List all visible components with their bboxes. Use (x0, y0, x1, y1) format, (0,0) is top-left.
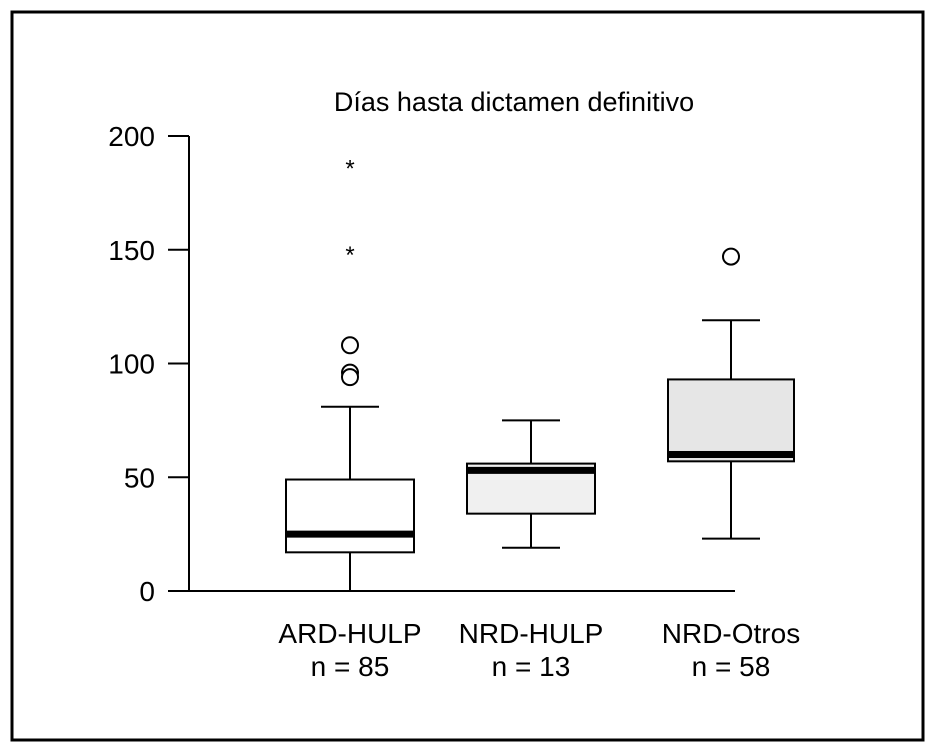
extreme-point: * (345, 242, 354, 269)
y-tick-label: 100 (108, 349, 155, 380)
category-n-label: n = 85 (311, 651, 390, 682)
y-tick-label: 200 (108, 121, 155, 152)
chart-title: Días hasta dictamen definitivo (334, 87, 694, 117)
frame-border (10, 10, 925, 742)
y-tick-label: 50 (124, 462, 155, 493)
y-axis: 0 50 100 150 200 (108, 121, 735, 607)
category-label: NRD-Otros (662, 618, 800, 649)
category-n-label: n = 58 (692, 651, 771, 682)
extreme-point: * (345, 155, 354, 182)
box-nrd-hulp (466, 419, 596, 549)
box-nrd-otros (667, 247, 795, 540)
outlier-point (341, 368, 359, 387)
category-label: ARD-HULP (278, 618, 421, 649)
y-tick-label: 0 (139, 576, 155, 607)
iqr-box (667, 378, 795, 463)
y-tick-label: 150 (108, 235, 155, 266)
category-label: NRD-HULP (459, 618, 604, 649)
boxes: ** (285, 155, 795, 591)
box-ard-hulp: ** (285, 155, 415, 591)
outlier-point (722, 247, 740, 266)
iqr-box (285, 478, 415, 554)
category-n-label: n = 13 (492, 651, 571, 682)
outlier-point (341, 336, 359, 355)
